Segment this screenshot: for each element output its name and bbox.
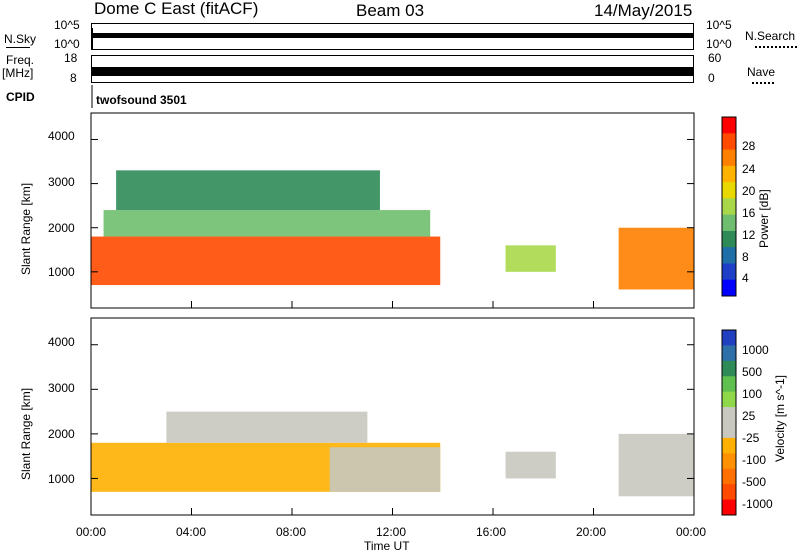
power-cbar-tick-12: 12 xyxy=(742,228,756,242)
power-cbar-tick-8: 8 xyxy=(742,250,749,264)
xaxis-label: Time UT xyxy=(364,539,410,553)
xtick-2400: 00:00 xyxy=(676,525,707,539)
nsearch-bottom-tick: 10^0 xyxy=(706,37,732,51)
power-cbar-tick-4: 4 xyxy=(742,271,749,285)
power-colorbar-seg-3 xyxy=(722,165,736,183)
power-ytick-3000: 3000 xyxy=(48,175,75,189)
velocity-colorbar-seg-9 xyxy=(722,468,736,485)
power-colorbar-seg-2 xyxy=(722,149,736,167)
velocity-colorbar-seg-10 xyxy=(722,484,736,501)
power-cbar-tick-20: 20 xyxy=(742,184,756,198)
velocity-ytick-4000: 4000 xyxy=(48,335,75,349)
xtick-0000: 00:00 xyxy=(76,525,107,539)
power-cbar-tick-28: 28 xyxy=(742,139,756,153)
nave-label: Nave xyxy=(747,65,776,79)
nsky-label: N.Sky xyxy=(4,32,37,46)
velocity-colorbar-seg-3 xyxy=(722,376,736,393)
freq-label: Freq. xyxy=(6,53,35,67)
velocity-cbar-tick-100: 100 xyxy=(742,387,763,401)
power-colorbar-seg-7 xyxy=(722,230,736,248)
velocity-cbar-tick-25: 25 xyxy=(742,409,756,423)
power-region-0 xyxy=(91,236,441,286)
nave-bottom-tick: 0 xyxy=(708,71,715,85)
power-colorbar-label: Power [dB] xyxy=(757,189,771,248)
xtick-0800: 08:00 xyxy=(276,525,307,539)
velocity-cbar-tick-1000: 1000 xyxy=(742,343,769,357)
power-region-3 xyxy=(505,245,556,272)
beam-label: Beam 03 xyxy=(356,1,425,20)
xtick-2000: 20:00 xyxy=(576,525,607,539)
velocity-ylabel: Slant Range [km] xyxy=(19,387,33,480)
power-region-4 xyxy=(618,227,694,290)
velocity-cbar-tick-neg25: -25 xyxy=(742,431,760,445)
power-colorbar-seg-1 xyxy=(722,133,736,151)
freq-trace xyxy=(91,67,694,76)
velocity-colorbar-seg-1 xyxy=(722,345,736,362)
power-cbar-tick-24: 24 xyxy=(742,162,756,176)
xtick-1600: 16:00 xyxy=(476,525,507,539)
xtick-0400: 04:00 xyxy=(176,525,207,539)
power-colorbar-seg-9 xyxy=(722,263,736,281)
chart-title: Dome C East (fitACF) xyxy=(94,0,259,18)
velocity-ytick-2000: 2000 xyxy=(48,427,75,441)
nave-legend-line xyxy=(752,82,774,84)
velocity-cbar-tick-neg100: -100 xyxy=(742,453,767,467)
freq-top-tick: 18 xyxy=(64,51,78,65)
velocity-colorbar-seg-6 xyxy=(722,422,736,439)
power-ytick-4000: 4000 xyxy=(48,129,75,143)
power-region-2 xyxy=(116,170,380,211)
power-colorbar-seg-0 xyxy=(722,117,736,134)
velocity-colorbar-seg-5 xyxy=(722,407,736,423)
power-colorbar-seg-6 xyxy=(722,214,736,232)
power-colorbar-seg-10 xyxy=(722,279,736,297)
power-ytick-2000: 2000 xyxy=(48,221,75,235)
freq-unit: [MHz] xyxy=(2,66,34,80)
nsky-trace xyxy=(91,33,694,38)
cpid-value: twofsound 3501 xyxy=(96,93,187,107)
power-colorbar-seg-5 xyxy=(722,198,736,216)
velocity-colorbar-seg-7 xyxy=(722,437,736,454)
velocity-colorbar-seg-0 xyxy=(722,330,736,346)
velocity-region-3 xyxy=(505,451,556,479)
velocity-colorbar-seg-2 xyxy=(722,360,736,377)
velocity-colorbar-label: Velocity [m s^-1] xyxy=(773,375,787,462)
power-region-1 xyxy=(103,210,431,237)
velocity-cbar-tick-neg500: -500 xyxy=(742,475,767,489)
nsearch-label: N.Search xyxy=(745,29,796,43)
power-ylabel: Slant Range [km] xyxy=(19,182,33,275)
power-colorbar-seg-8 xyxy=(722,247,736,264)
velocity-region-4 xyxy=(618,433,694,497)
velocity-region-1 xyxy=(166,411,368,443)
date-label: 14/May/2015 xyxy=(594,1,693,20)
velocity-region-2 xyxy=(329,447,441,492)
velocity-colorbar-seg-11 xyxy=(722,499,736,516)
velocity-cbar-tick-neg1000: -1000 xyxy=(742,497,773,511)
freq-bottom-tick: 8 xyxy=(70,71,77,85)
velocity-ytick-3000: 3000 xyxy=(48,381,75,395)
nsearch-legend-line xyxy=(755,46,797,48)
power-colorbar-seg-4 xyxy=(722,182,736,199)
velocity-colorbar-seg-4 xyxy=(722,391,736,408)
power-colorbar-frame xyxy=(721,116,737,297)
nave-top-tick: 60 xyxy=(708,51,722,65)
velocity-ytick-1000: 1000 xyxy=(48,472,75,486)
power-cbar-tick-16: 16 xyxy=(742,206,756,220)
nsearch-top-tick: 10^5 xyxy=(706,18,732,32)
nsky-bottom-tick: 10^0 xyxy=(54,37,80,51)
power-ytick-1000: 1000 xyxy=(48,265,75,279)
velocity-cbar-tick-500: 500 xyxy=(742,365,763,379)
nsky-legend-line xyxy=(6,47,30,48)
cpid-label: CPID xyxy=(6,90,35,104)
xtick-1200: 12:00 xyxy=(376,525,407,539)
velocity-colorbar-frame xyxy=(721,329,737,516)
velocity-colorbar-seg-8 xyxy=(722,453,736,470)
nsky-top-tick: 10^5 xyxy=(54,18,80,32)
